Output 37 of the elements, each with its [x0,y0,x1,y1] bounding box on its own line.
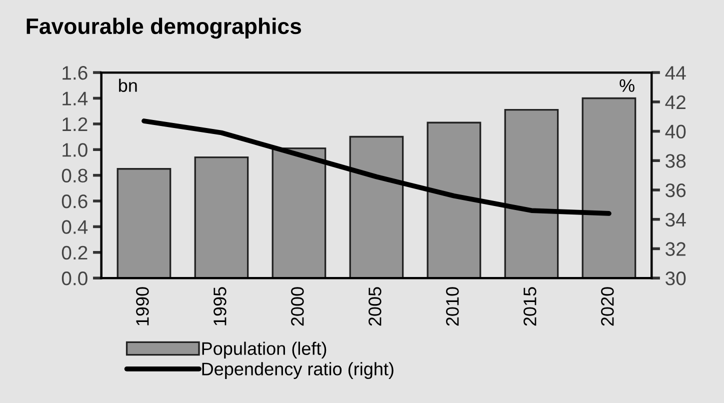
line-series [142,118,612,216]
y2-tick-label: 32 [666,242,686,256]
y2-tick-label: 34 [666,212,686,227]
bar [426,122,482,278]
chart-title: Favourable demographics [26,18,302,39]
y2-tick-label: 44 [665,66,686,80]
y-tick-label: 1.2 [62,117,88,131]
x-tick-label: 2000 [291,287,304,326]
y2-tick-label: 30 [666,272,686,286]
legend-label: Population (left) [202,342,326,359]
y2-tick-label: 40 [665,124,686,138]
bar [272,147,326,278]
y-tick-label: 0.4 [62,220,88,234]
y-tick-label: 0.6 [62,194,88,208]
y-tick-label: 1.0 [62,143,88,157]
y-tick-label: 0.8 [62,168,88,183]
y2-tick-label: 38 [666,154,686,168]
y-tick-label: 1.6 [62,66,88,80]
bar [504,108,559,278]
y-tick-label: 0.2 [62,246,88,260]
bar [349,136,404,278]
y-axis-title: bn [119,78,137,92]
legend-label: Dependency ratio (right) [202,362,394,379]
bar [194,156,249,278]
y2-tick-label: 36 [666,183,686,198]
y2-axis-title: % [620,79,634,92]
x-tick-label: 2010 [446,287,459,326]
x-tick-label: 2005 [368,287,382,326]
y2-tick-label: 42 [665,95,686,109]
x-tick-label: 1995 [214,287,226,326]
x-tick-label: 2015 [524,287,536,326]
x-tick-label: 1990 [136,287,149,326]
bar [582,97,636,278]
bar [116,168,172,278]
y-tick-label: 1.4 [62,92,88,106]
y-tick-label: 0.0 [62,272,88,286]
x-tick-label: 2020 [601,287,614,326]
